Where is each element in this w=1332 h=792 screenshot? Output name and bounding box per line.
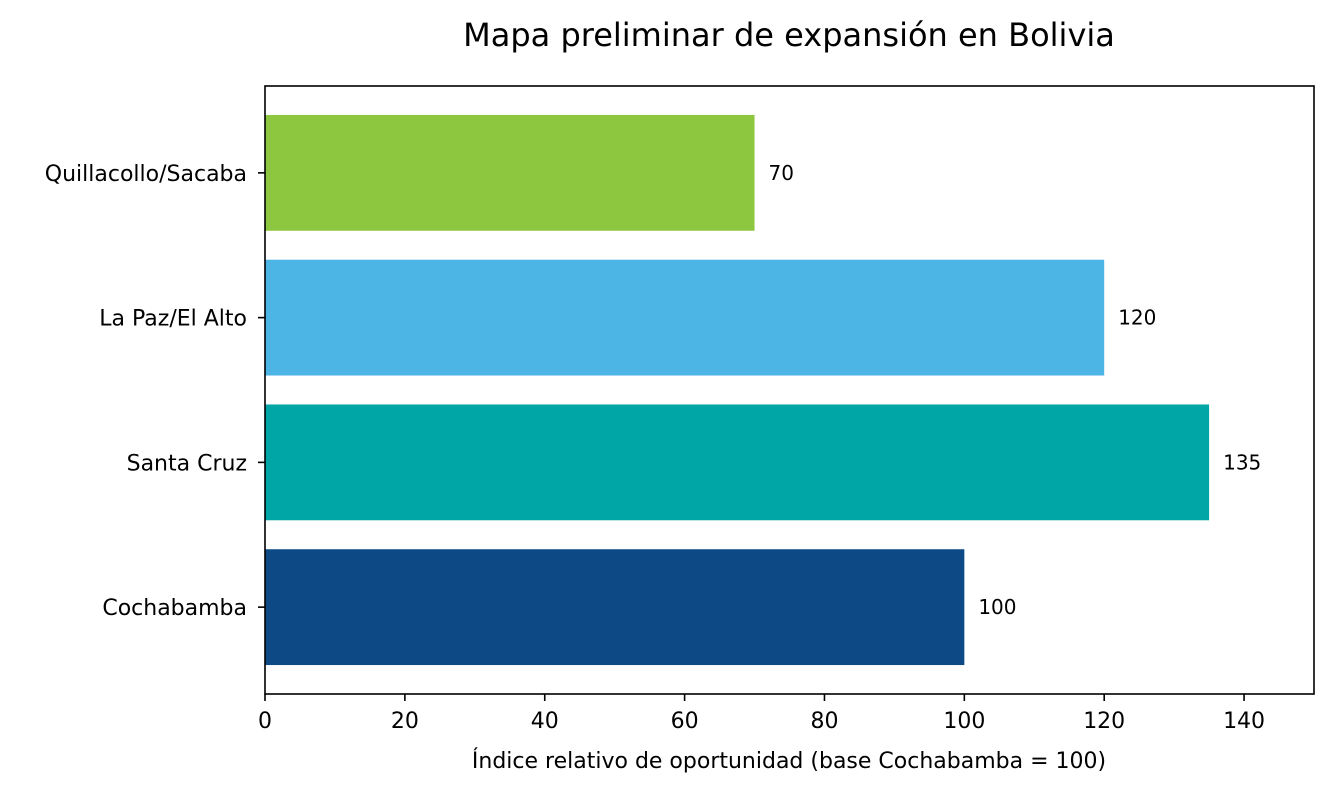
- x-tick-label-80: 80: [810, 709, 838, 734]
- x-axis-ticks: 0 20 40 60 80 100 120 140: [258, 694, 1265, 734]
- value-labels-layer: 100 135 120 70: [769, 161, 1262, 619]
- x-tick-label-60: 60: [671, 709, 699, 734]
- y-tick-label-la-paz-el-alto: La Paz/El Alto: [99, 307, 247, 332]
- x-tick-label-0: 0: [258, 709, 272, 734]
- value-label-santa-cruz: 135: [1223, 450, 1261, 474]
- x-tick-label-140: 140: [1223, 709, 1265, 734]
- y-tick-label-santa-cruz: Santa Cruz: [127, 451, 247, 476]
- chart-title: Mapa preliminar de expansión en Bolivia: [463, 16, 1115, 54]
- bar-la-paz-el-alto: [265, 259, 1105, 376]
- bars-layer: [265, 114, 1210, 666]
- bar-quillacollo-sacaba: [265, 114, 755, 231]
- x-tick-label-40: 40: [531, 709, 559, 734]
- value-label-cochabamba: 100: [978, 595, 1016, 619]
- bar-cochabamba: [265, 549, 965, 666]
- x-tick-label-120: 120: [1083, 709, 1125, 734]
- y-tick-label-quillacollo-sacaba: Quillacollo/Sacaba: [45, 162, 247, 187]
- x-axis-label: Índice relativo de oportunidad (base Coc…: [472, 748, 1106, 774]
- value-label-quillacollo-sacaba: 70: [769, 161, 794, 185]
- bar-santa-cruz: [265, 404, 1210, 521]
- value-label-la-paz-el-alto: 120: [1118, 306, 1156, 330]
- y-axis-ticks: Cochabamba Santa Cruz La Paz/El Alto Quilla…: [45, 162, 265, 621]
- plot-area-frame: [264, 85, 1315, 695]
- x-tick-label-100: 100: [943, 709, 985, 734]
- x-tick-label-20: 20: [391, 709, 419, 734]
- y-tick-label-cochabamba: Cochabamba: [102, 596, 247, 621]
